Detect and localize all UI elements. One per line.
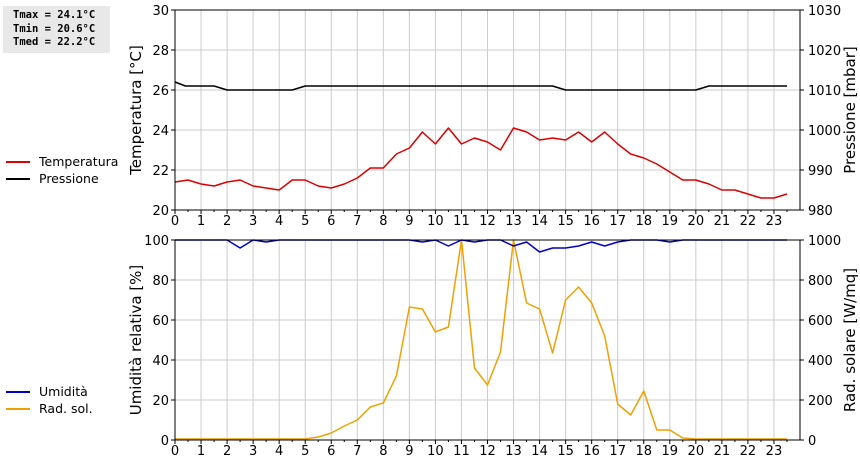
top-x-tick-label: 5 — [301, 214, 309, 229]
bottom-x-tick-label: 5 — [301, 444, 309, 459]
bottom-ticks: 0 1 2 3 4 5 6 7 8 9 10 11 12 13 14 15 16 17 18 19 20 21 22 2302… — [144, 234, 841, 459]
bottom-y2-tick-label: 200 — [808, 394, 833, 409]
top-x-tick-label: 4 — [275, 214, 283, 229]
bottom-y-tick-label: 60 — [152, 314, 169, 329]
bottom-x-tick-label: 4 — [275, 444, 283, 459]
top-y-tick-label: 26 — [152, 84, 169, 99]
bottom-x-tick-label: 17 — [609, 444, 626, 459]
bottom-x-tick-label: 22 — [740, 444, 757, 459]
bottom-x-tick-label: 8 — [379, 444, 387, 459]
legend-temperatura-label: Temperatura — [38, 154, 118, 169]
bottom-x-tick-label: 2 — [223, 444, 231, 459]
bottom-y-tick-label: 80 — [152, 274, 169, 289]
bottom-x-tick-label: 19 — [662, 444, 679, 459]
bottom-x-tick-label: 14 — [531, 444, 548, 459]
top-legend: Temperatura Pressione — [6, 154, 118, 186]
top-x-tick-label: 19 — [662, 214, 679, 229]
series-line-rad-sol — [175, 239, 787, 440]
top-y-axis-label: Temperatura [°C] — [127, 45, 145, 176]
bottom-x-tick-label: 20 — [688, 444, 705, 459]
bottom-y2-tick-label: 400 — [808, 354, 833, 369]
humidity-radiation-panel: 0 1 2 3 4 5 6 7 8 9 10 11 12 13 14 15 16 17 18 19 20 21 22 2302… — [127, 234, 859, 459]
top-y2-tick-label: 1020 — [808, 44, 841, 59]
top-x-tick-label: 13 — [505, 214, 522, 229]
bottom-x-tick-label: 6 — [327, 444, 335, 459]
top-x-tick-label: 11 — [453, 214, 470, 229]
top-y-tick-label: 22 — [152, 164, 169, 179]
bottom-y-tick-label: 40 — [152, 354, 169, 369]
top-x-tick-label: 18 — [635, 214, 652, 229]
top-x-tick-label: 3 — [249, 214, 257, 229]
top-x-tick-label: 6 — [327, 214, 335, 229]
bottom-x-tick-label: 10 — [427, 444, 444, 459]
bottom-y2-tick-label: 0 — [808, 434, 816, 449]
bottom-series — [175, 239, 787, 440]
top-x-tick-label: 22 — [740, 214, 757, 229]
top-grid — [175, 10, 800, 210]
top-y2-tick-label: 1010 — [808, 84, 841, 99]
top-ticks: 0 1 2 3 4 5 6 7 8 9 10 11 12 13 14 15 16 17 18 19 20 21 22 2320… — [152, 4, 841, 229]
top-series — [174, 81, 788, 199]
legend-pressione-label: Pressione — [39, 171, 99, 186]
top-y-tick-label: 24 — [152, 124, 169, 139]
top-x-tick-label: 17 — [609, 214, 626, 229]
top-y-tick-label: 20 — [152, 204, 169, 219]
series-line-pressione — [174, 81, 787, 91]
top-y2-tick-label: 1000 — [808, 124, 841, 139]
bottom-x-tick-label: 12 — [479, 444, 496, 459]
bottom-grid — [175, 240, 800, 440]
tmax-text: Tmax = 24.1°C — [13, 9, 96, 21]
bottom-x-tick-label: 11 — [453, 444, 470, 459]
stats-box: Tmax = 24.1°C Tmin = 20.6°C Tmed = 22.2°… — [3, 6, 110, 53]
bottom-legend: Umidità Rad. sol. — [6, 384, 93, 416]
top-x-tick-label: 23 — [766, 214, 783, 229]
bottom-x-tick-label: 7 — [353, 444, 361, 459]
bottom-x-tick-label: 23 — [766, 444, 783, 459]
legend-umidita-label: Umidità — [39, 384, 88, 399]
top-x-tick-label: 8 — [379, 214, 387, 229]
bottom-x-tick-label: 16 — [583, 444, 600, 459]
top-x-tick-label: 20 — [688, 214, 705, 229]
top-y2-axis-label: Pressione [mbar] — [841, 46, 859, 174]
top-x-tick-label: 9 — [405, 214, 413, 229]
bottom-x-tick-label: 18 — [635, 444, 652, 459]
bottom-y-axis-label: Umidità relativa [%] — [127, 265, 145, 416]
tmed-text: Tmed = 22.2°C — [13, 36, 96, 48]
bottom-y2-tick-label: 1000 — [808, 234, 841, 249]
bottom-x-tick-label: 0 — [171, 444, 179, 459]
legend-radsol-label: Rad. sol. — [39, 401, 93, 416]
top-x-tick-label: 7 — [353, 214, 361, 229]
bottom-x-tick-label: 9 — [405, 444, 413, 459]
bottom-x-tick-label: 13 — [505, 444, 522, 459]
top-x-tick-label: 0 — [171, 214, 179, 229]
bottom-y-tick-label: 0 — [161, 434, 169, 449]
bottom-y-tick-label: 20 — [152, 394, 169, 409]
top-x-tick-label: 21 — [714, 214, 731, 229]
bottom-y2-tick-label: 800 — [808, 274, 833, 289]
top-x-tick-label: 1 — [197, 214, 205, 229]
top-y2-tick-label: 980 — [808, 204, 833, 219]
top-x-tick-label: 2 — [223, 214, 231, 229]
bottom-x-tick-label: 3 — [249, 444, 257, 459]
top-x-tick-label: 14 — [531, 214, 548, 229]
top-x-tick-label: 10 — [427, 214, 444, 229]
top-x-tick-label: 12 — [479, 214, 496, 229]
top-x-tick-label: 15 — [557, 214, 574, 229]
bottom-y2-axis-label: Rad. solare [W/mq] — [841, 268, 859, 412]
series-line-temperatura — [174, 127, 788, 199]
top-x-tick-label: 16 — [583, 214, 600, 229]
tmin-text: Tmin = 20.6°C — [13, 22, 96, 35]
bottom-y-tick-label: 100 — [144, 234, 169, 249]
top-y2-tick-label: 990 — [808, 164, 833, 179]
bottom-y2-tick-label: 600 — [808, 314, 833, 329]
bottom-x-tick-label: 1 — [197, 444, 205, 459]
top-y2-tick-label: 1030 — [808, 4, 841, 19]
top-y-tick-label: 30 — [152, 4, 169, 19]
bottom-x-tick-label: 21 — [714, 444, 731, 459]
series-line-umidit — [175, 239, 787, 253]
temperature-pressure-panel: 0 1 2 3 4 5 6 7 8 9 10 11 12 13 14 15 16 17 18 19 20 21 22 2320… — [127, 4, 859, 229]
top-y-tick-label: 28 — [152, 44, 169, 59]
bottom-x-tick-label: 15 — [557, 444, 574, 459]
